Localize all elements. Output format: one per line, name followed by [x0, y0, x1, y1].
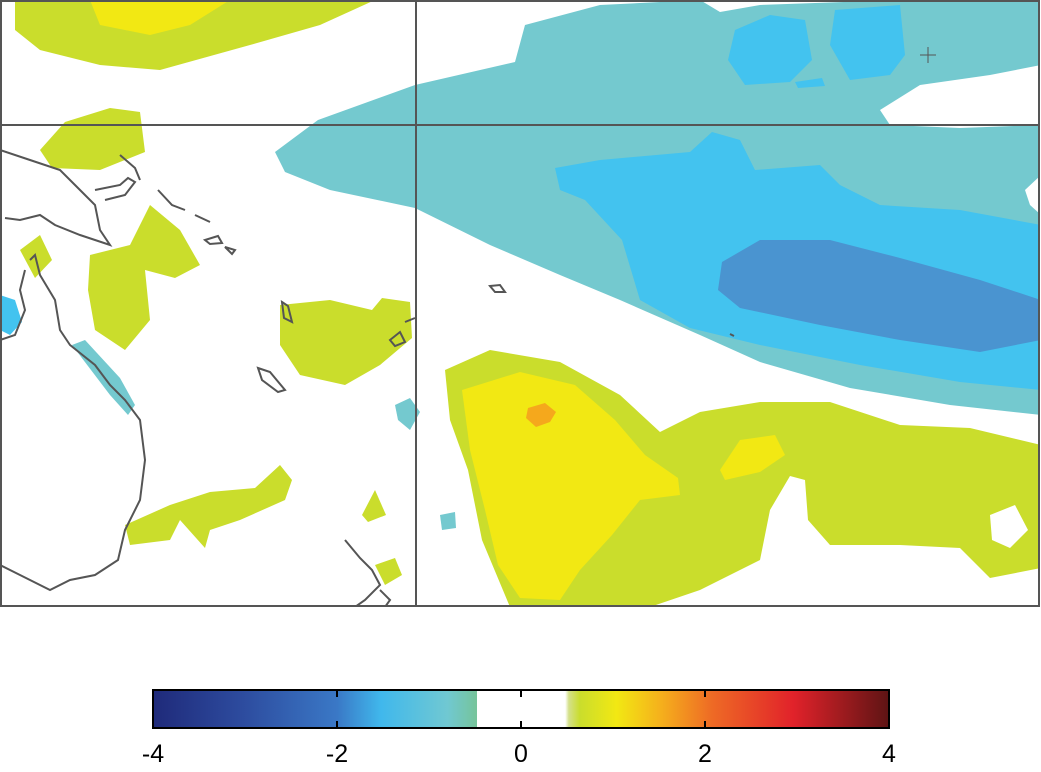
colorbar-tick-label: -2 — [326, 740, 348, 768]
coastline — [1, 47, 936, 606]
anomaly-region — [280, 298, 412, 385]
anomaly-region — [125, 465, 292, 548]
anomaly-region — [375, 558, 402, 585]
anomaly-region — [462, 372, 680, 600]
anomaly-region — [728, 15, 812, 85]
anomaly-region — [88, 205, 200, 350]
map-frame — [0, 0, 1040, 607]
white-patch — [880, 65, 1039, 128]
anomaly-region — [395, 398, 420, 430]
anomaly-region — [40, 108, 145, 170]
anomaly-region — [526, 403, 556, 427]
white-patch — [701, 1, 872, 12]
colorbar-tick-label: -4 — [142, 740, 164, 768]
colorbar-tick-label: 2 — [698, 740, 712, 768]
anomaly-region — [720, 435, 785, 480]
map — [1, 1, 1039, 606]
anomaly-region — [362, 490, 386, 522]
anomaly-region — [90, 1, 229, 35]
anomaly-region — [440, 512, 456, 530]
white-patch — [990, 505, 1028, 548]
colorbar: -4 -2 0 2 4 — [142, 689, 896, 768]
white-patch — [1025, 176, 1039, 214]
colorbar-tick-label: 4 — [882, 740, 896, 768]
anomaly-region — [795, 78, 825, 88]
colorbar-tick-label: 0 — [514, 740, 528, 768]
anomaly-region — [1, 295, 22, 335]
anomaly-region — [830, 5, 905, 80]
anomaly-region — [718, 240, 1039, 352]
